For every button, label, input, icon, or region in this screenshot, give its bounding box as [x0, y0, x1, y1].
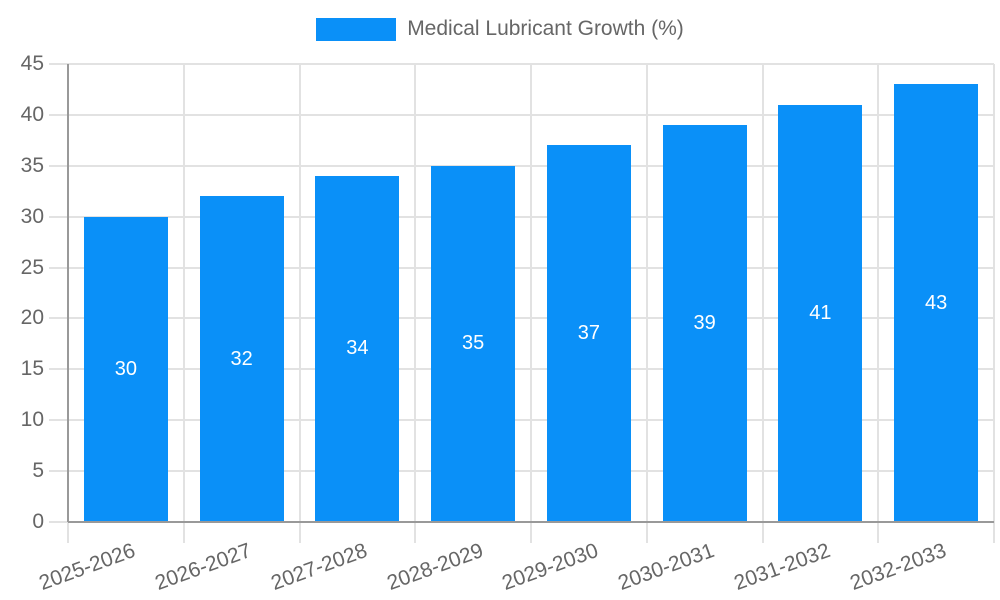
y-axis-line — [67, 64, 69, 522]
x-axis-tick-label: 2032-2033 — [846, 539, 949, 595]
y-axis-tick-label: 40 — [20, 102, 44, 126]
h-gridline — [49, 164, 994, 167]
bar[interactable]: 35 — [431, 165, 516, 522]
bar[interactable]: 32 — [199, 196, 284, 522]
bar[interactable]: 43 — [894, 84, 979, 522]
bar[interactable]: 39 — [662, 125, 747, 522]
bar-value-label: 32 — [230, 347, 253, 370]
legend-item[interactable]: Medical Lubricant Growth (%) — [316, 17, 684, 41]
x-axis-tick-label: 2027-2028 — [267, 539, 371, 595]
legend-label: Medical Lubricant Growth (%) — [407, 17, 684, 40]
h-gridline — [49, 368, 994, 371]
v-gridline — [182, 64, 185, 543]
x-axis-tick-label: 2029-2030 — [499, 539, 602, 595]
plot-area: 30 32 34 35 37 39 41 43 — [49, 63, 995, 543]
h-gridline — [49, 317, 994, 320]
y-axis-tick-label: 20 — [20, 306, 44, 330]
v-gridline — [645, 64, 648, 543]
v-gridline — [414, 64, 417, 543]
v-gridline — [877, 64, 880, 543]
bar[interactable]: 37 — [546, 145, 631, 522]
y-axis-tick-label: 25 — [20, 255, 44, 279]
bar-value-label: 35 — [462, 332, 485, 355]
h-gridline — [49, 215, 994, 218]
h-gridline — [49, 419, 994, 422]
v-gridline — [298, 64, 301, 543]
y-axis-tick-label: 10 — [20, 408, 44, 432]
y-axis-tick-label: 15 — [20, 357, 44, 381]
legend: Medical Lubricant Growth (%) — [0, 17, 1000, 41]
x-axis-tick-label: 2031-2032 — [730, 539, 834, 595]
v-gridline — [530, 64, 532, 543]
bar[interactable]: 34 — [315, 175, 400, 522]
h-gridline — [49, 63, 994, 65]
bar-value-label: 39 — [693, 312, 716, 335]
x-axis-tick-label: 2026-2027 — [152, 539, 255, 595]
bar[interactable]: 41 — [778, 104, 863, 522]
h-gridline — [49, 113, 994, 116]
bar-value-label: 37 — [577, 322, 600, 345]
y-axis-tick-label: 5 — [32, 459, 44, 483]
legend-swatch-icon — [316, 17, 397, 41]
x-axis-line — [68, 521, 994, 523]
h-gridline — [49, 266, 994, 269]
y-axis-tick-label: 35 — [20, 153, 44, 177]
bar-value-label: 34 — [346, 337, 369, 360]
h-gridline — [49, 470, 994, 473]
v-gridline — [761, 64, 764, 543]
bar-value-label: 43 — [925, 291, 948, 314]
bar-value-label: 41 — [809, 301, 832, 324]
x-axis-tick-label: 2025-2026 — [36, 539, 139, 595]
bar[interactable]: 30 — [83, 216, 168, 522]
y-axis-tick-label: 0 — [32, 510, 44, 533]
v-gridline — [993, 64, 995, 543]
x-axis-tick-label: 2028-2029 — [383, 539, 486, 595]
x-axis-tick-label: 2030-2031 — [615, 539, 718, 595]
y-axis-tick-label: 30 — [20, 204, 44, 228]
bar-value-label: 30 — [114, 357, 137, 380]
y-axis-tick-label: 45 — [20, 52, 44, 75]
